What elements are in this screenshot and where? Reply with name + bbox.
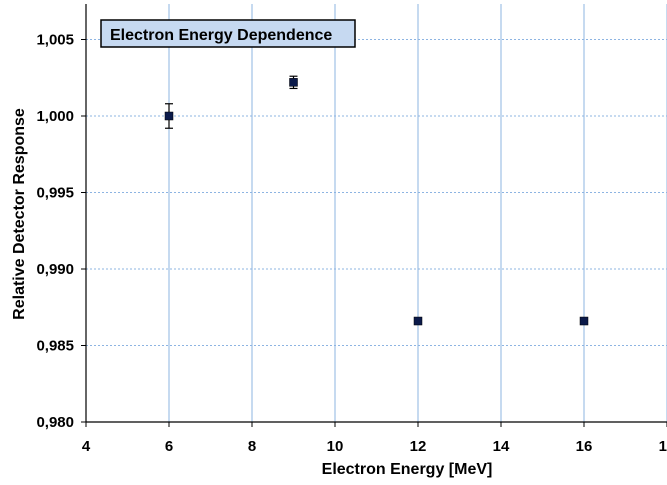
y-tick-label: 1,005 (36, 32, 74, 49)
ticks-layer: 4 6 8 10 12 14 16 18 0,980 0,985 0,990 0,995 1,000 1,… (36, 32, 667, 455)
x-axis-label: Electron Energy [MeV] (322, 461, 493, 478)
x-tick-label: 8 (248, 438, 256, 455)
x-tick-label: 12 (410, 438, 427, 455)
y-axis-label: Relative Detector Response (11, 108, 28, 320)
axes-layer (85, 4, 667, 423)
y-tick-label: 0,995 (36, 185, 74, 202)
data-point (289, 78, 298, 87)
x-tick-label: 6 (165, 438, 173, 455)
grid-layer (86, 4, 667, 422)
x-tick-label: 4 (82, 438, 91, 455)
y-tick-label: 0,990 (36, 261, 74, 278)
y-tick-label: 0,980 (36, 414, 74, 431)
chart-title-background (100, 19, 356, 48)
data-point (413, 316, 423, 326)
x-tick-label: 16 (576, 438, 593, 455)
y-tick-label: 1,000 (36, 108, 74, 125)
data-layer (164, 75, 589, 326)
data-point (164, 111, 174, 121)
x-tick-label: 18 (659, 438, 667, 455)
chart-title-box: Electron Energy Dependence (100, 19, 356, 48)
x-tick-label: 14 (493, 438, 510, 455)
chart-title: Electron Energy Dependence (110, 27, 332, 44)
data-point (579, 316, 589, 326)
x-tick-label: 10 (327, 438, 344, 455)
y-tick-label: 0,985 (36, 338, 74, 355)
